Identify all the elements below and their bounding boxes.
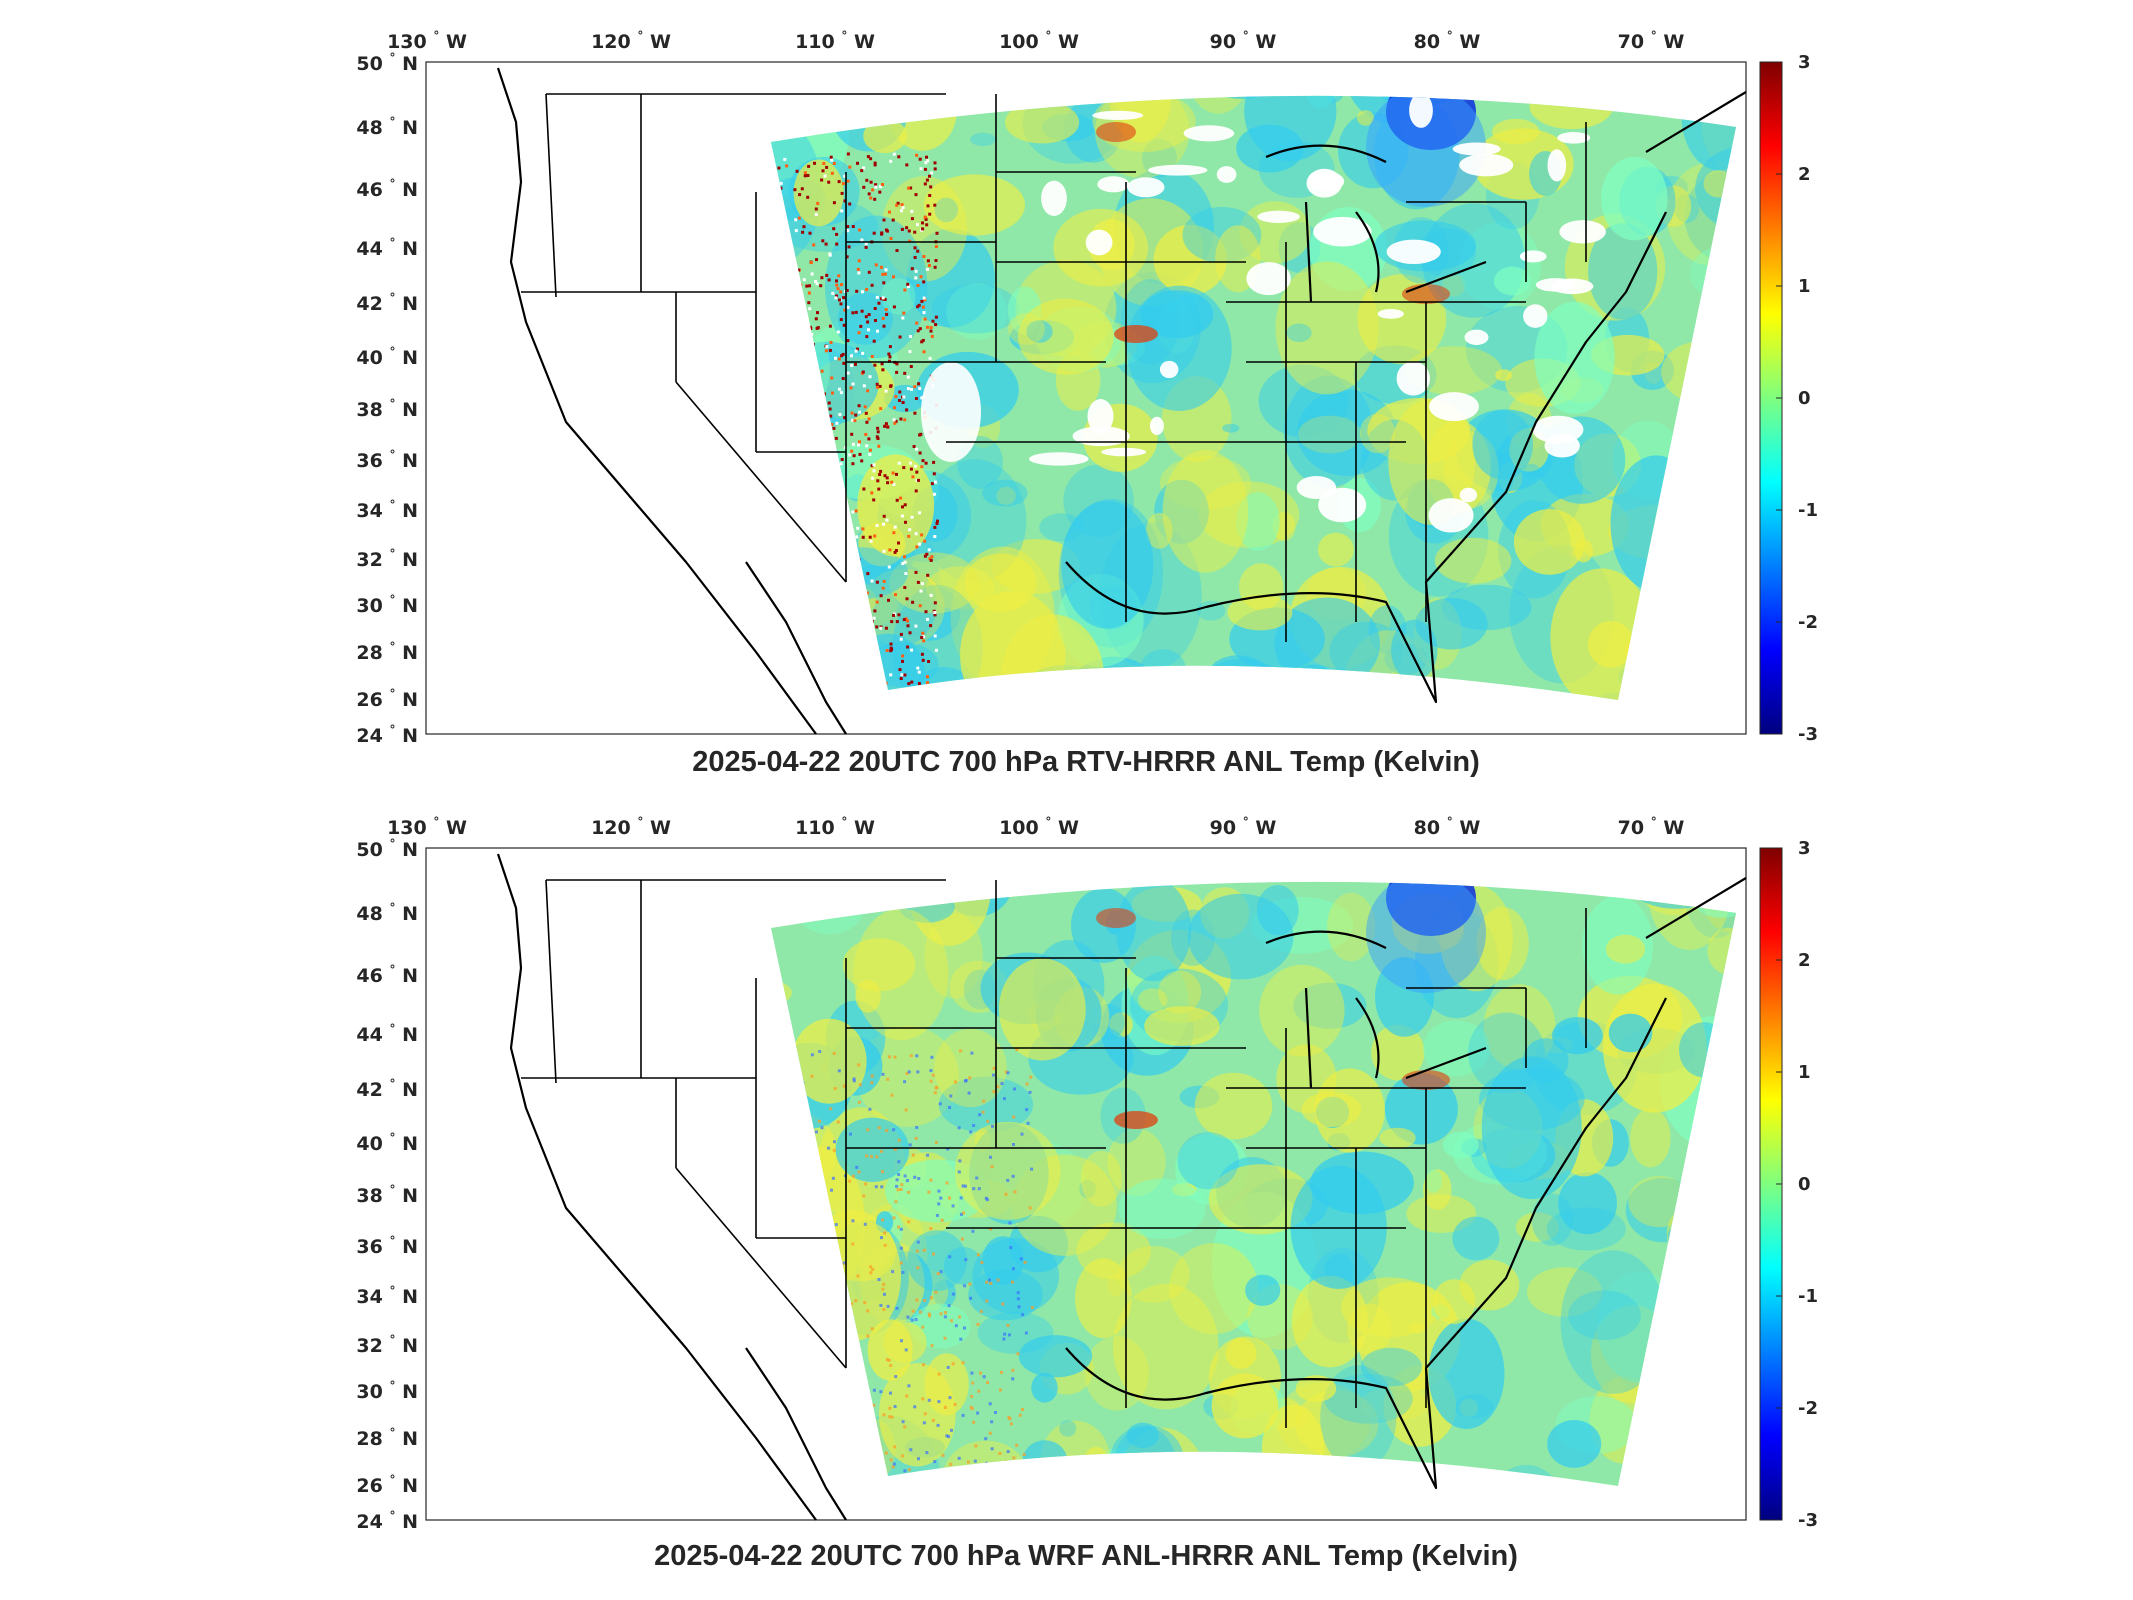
lat-tick-label: 24 ° N [356,1509,418,1533]
pacific-coastline [496,67,817,735]
colorbar-tick-label: -2 [1798,1398,1818,1419]
lon-tick-label: 130 ° W [387,815,467,839]
lat-tick-label: 38 ° N [356,397,418,421]
lat-tick-label: 40 ° N [356,1131,418,1155]
state-boundaries [496,67,1747,735]
gulf-atlantic-coastline [1065,997,1667,1490]
lon-tick-label: 80 ° W [1414,29,1481,53]
lon-tick-label: 90 ° W [1210,29,1277,53]
lat-tick-label: 30 ° N [356,593,418,617]
lat-tick-label: 42 ° N [356,291,418,315]
lat-tick-label: 34 ° N [356,1284,418,1308]
lat-tick-label: 32 ° N [356,547,418,571]
lake-huron [1355,997,1380,1079]
panel-wrf-minus-hrrr: 130 ° W 120 ° W 110 ° W 100 ° W 90 ° W 80 ° W… [0,790,2133,1600]
lon-tick-label: 70 ° W [1618,815,1685,839]
panel-rtv-minus-hrrr: 130 ° W 120 ° W 110 ° W 100 ° W 90 ° W 80 ° W… [0,0,2133,790]
lake-superior [1265,144,1387,163]
lake-michigan [1304,201,1313,303]
panel-title-top: 2025-04-22 20UTC 700 hPa RTV-HRRR ANL Te… [692,746,1480,778]
colorbar-tick-label: 0 [1798,388,1811,409]
colorbar-tick-label: 2 [1798,164,1811,185]
lake-erie [1405,1046,1487,1080]
lat-tick-label: 46 ° N [356,177,418,201]
colorbar-tick-label: 0 [1798,1174,1811,1195]
lat-tick-label: 26 ° N [356,1473,418,1497]
lat-tick-label: 28 ° N [356,1426,418,1450]
lake-erie [1405,260,1487,294]
colorbar-tick-label: -1 [1798,500,1818,521]
lon-tick-label: 130 ° W [387,29,467,53]
lon-tick-label: 80 ° W [1414,815,1481,839]
colorbar-tick-label: 3 [1798,838,1811,859]
lat-tick-label: 48 ° N [356,115,418,139]
lon-tick-label: 100 ° W [999,815,1079,839]
lat-tick-label: 46 ° N [356,963,418,987]
lake-superior [1265,930,1387,949]
colorbar-tick-label: -3 [1798,724,1818,745]
lon-tick-label: 120 ° W [591,29,671,53]
lake-huron [1355,211,1380,293]
colorbar-tick-label: -3 [1798,1510,1818,1531]
lat-tick-label: 38 ° N [356,1183,418,1207]
lat-tick-label: 32 ° N [356,1333,418,1357]
lat-tick-label: 30 ° N [356,1379,418,1403]
colorbar-tick-label: 3 [1798,52,1811,73]
lat-tick-label: 26 ° N [356,687,418,711]
maritime-coastline [1645,877,1747,939]
lat-tick-label: 42 ° N [356,1077,418,1101]
lat-tick-label: 34 ° N [356,498,418,522]
lat-tick-label: 50 ° N [356,51,418,75]
lon-tick-label: 90 ° W [1210,815,1277,839]
lat-tick-label: 50 ° N [356,837,418,861]
lat-tick-label: 36 ° N [356,448,418,472]
colorbar-tick-label: 2 [1798,950,1811,971]
lat-tick-label: 28 ° N [356,640,418,664]
lat-tick-label: 44 ° N [356,1022,418,1046]
lon-tick-label: 70 ° W [1618,29,1685,53]
colorbar-tick-label: -2 [1798,612,1818,633]
colorbar-tick-label: 1 [1798,276,1811,297]
map-figure-bottom: 130 ° W 120 ° W 110 ° W 100 ° W 90 ° W 80 ° W… [356,815,1818,1533]
pacific-coastline [496,853,817,1521]
colorbar-tick-label: 1 [1798,1062,1811,1083]
lat-tick-label: 40 ° N [356,345,418,369]
panel-title-bottom: 2025-04-22 20UTC 700 hPa WRF ANL-HRRR AN… [654,1540,1518,1572]
colorbar-tick-label: -1 [1798,1286,1818,1307]
gulf-atlantic-coastline [1065,211,1667,704]
lon-tick-label: 110 ° W [795,815,875,839]
maritime-coastline [1645,91,1747,153]
map-figure-top: 130 ° W 120 ° W 110 ° W 100 ° W 90 ° W 80 ° W… [356,29,1818,747]
lat-tick-label: 24 ° N [356,723,418,747]
lon-tick-label: 100 ° W [999,29,1079,53]
lake-michigan [1304,987,1313,1089]
lat-tick-label: 36 ° N [356,1234,418,1258]
lon-tick-label: 110 ° W [795,29,875,53]
lon-tick-label: 120 ° W [591,815,671,839]
lat-tick-label: 44 ° N [356,236,418,260]
state-boundaries [496,853,1747,1521]
lat-tick-label: 48 ° N [356,901,418,925]
